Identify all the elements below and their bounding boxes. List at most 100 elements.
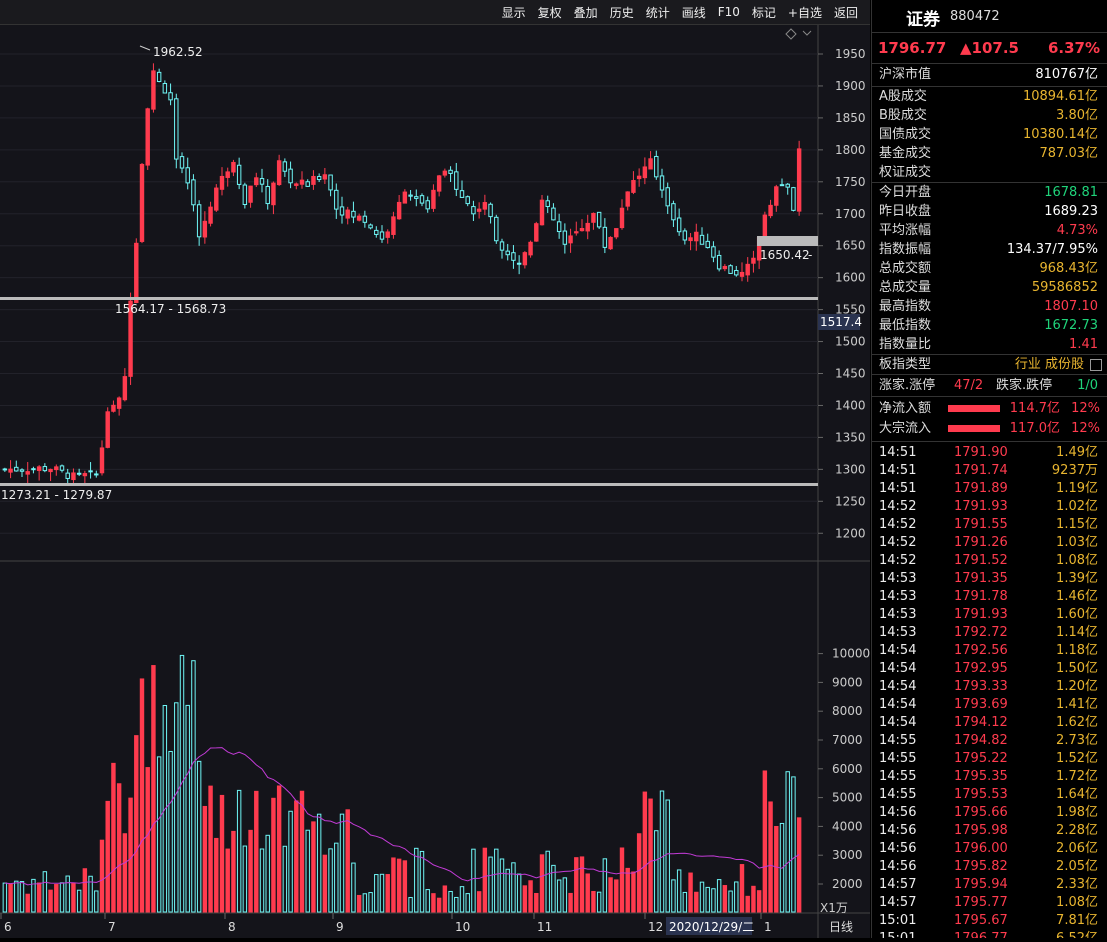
toolbar-button-6[interactable]: F10	[717, 5, 740, 19]
volume-bar	[436, 897, 442, 913]
volume-bar	[745, 895, 750, 913]
tick-time: 14:57	[879, 895, 917, 910]
volume-ma-line	[4, 747, 800, 886]
volume-bar	[339, 813, 345, 913]
volume-bar	[614, 879, 619, 913]
tick-time: 14:52	[879, 535, 917, 550]
toolbar-button-9[interactable]: 返回	[833, 5, 858, 20]
candle-body	[562, 230, 568, 245]
toolbar-button-7[interactable]: 标记	[751, 5, 776, 20]
volume-bar	[596, 891, 602, 913]
volume-bar	[122, 833, 128, 913]
tick-price: 1795.82	[954, 859, 1008, 874]
tick-price: 1794.82	[954, 733, 1008, 748]
toolbar-button-3[interactable]: 历史	[609, 5, 634, 20]
toolbar-button-0[interactable]: 显示	[501, 5, 526, 20]
volume-bar	[179, 654, 185, 913]
tick-amount: 1.49亿	[1056, 445, 1098, 460]
tick-amount: 1.64亿	[1056, 787, 1098, 802]
index-stat-row: 最低指数 1672.73	[872, 316, 1107, 335]
tick-price: 1791.35	[954, 571, 1008, 586]
toolbar-button-1[interactable]: 复权	[537, 5, 562, 20]
volume-tick-label: 4000	[832, 819, 863, 833]
candle-body	[362, 215, 368, 223]
tick-price: 1793.33	[954, 679, 1008, 694]
candle-body	[311, 175, 316, 185]
chart-bg	[0, 25, 870, 938]
index-stat-row-label: 指数量比	[879, 337, 932, 352]
tick-time: 14:51	[879, 445, 917, 460]
volume-bar	[539, 854, 545, 913]
tick-amount: 1.52亿	[1056, 751, 1098, 766]
candle-body	[745, 263, 750, 276]
cursor-date-label: 2020/12/29/二	[669, 920, 754, 934]
candle-body	[734, 269, 739, 276]
volume-bar	[168, 750, 173, 913]
cursor-price-label: 1517.4	[820, 315, 862, 329]
volume-bar	[174, 702, 179, 913]
market-cap-row: 沪深市值 810767亿	[872, 64, 1107, 87]
candle-body	[482, 202, 488, 210]
market-cap-value: 810767亿	[1035, 67, 1098, 82]
volume-bar	[219, 794, 225, 913]
tick-row: 14:56 1795.66 1.98亿	[872, 804, 1107, 822]
index-stats: 今日开盘 1678.81 昨日收盘 1689.23 平均涨幅 4.73% 指数振幅 134.3…	[872, 183, 1107, 355]
candle-body	[528, 241, 533, 256]
capital-flows: 净流入额 114.7亿 12% 大宗流入 117.0亿 12%	[872, 397, 1107, 442]
volume-bar	[311, 821, 316, 913]
index-stat-row-label: 今日开盘	[879, 185, 932, 200]
list-icon[interactable]	[1090, 359, 1102, 371]
candle-body	[585, 222, 590, 232]
volume-bar	[276, 785, 282, 913]
turnover-row: 基金成交 787.03亿	[872, 144, 1107, 163]
tick-price: 1792.56	[954, 643, 1008, 658]
candle-body	[419, 195, 425, 204]
tick-row: 14:51 1791.89 1.19亿	[872, 480, 1107, 498]
candle-body	[14, 466, 19, 472]
tick-list[interactable]: 14:51 1791.90 1.49亿 14:51 1791.74 9237万 14:51 1…	[872, 442, 1107, 938]
candle-body	[225, 171, 230, 178]
candle-body	[351, 210, 356, 218]
index-stat-row-label: 最高指数	[879, 299, 932, 314]
index-stat-row-label: 昨日收盘	[879, 204, 932, 219]
down-count-label: 跌家.跌停	[996, 378, 1053, 393]
index-code: 880472	[950, 9, 1000, 24]
tick-time: 14:56	[879, 805, 917, 820]
tick-amount: 2.05亿	[1056, 859, 1098, 874]
volume-bar	[442, 885, 448, 913]
tick-row: 14:51 1791.74 9237万	[872, 462, 1107, 480]
candle-body	[676, 217, 682, 233]
tick-price: 1792.72	[954, 625, 1008, 640]
toolbar-button-2[interactable]: 叠加	[573, 5, 598, 20]
volume-bar	[734, 881, 739, 913]
date-tick-label: 8	[228, 920, 236, 934]
volume-bar	[534, 892, 539, 913]
volume-bar	[379, 873, 385, 913]
volume-bar	[88, 875, 93, 913]
candle-body	[36, 466, 42, 471]
toolbar-button-8[interactable]: +自选	[787, 5, 822, 20]
volume-bar	[648, 798, 653, 913]
volume-bar	[248, 829, 253, 913]
tick-amount: 1.62亿	[1056, 715, 1098, 730]
index-stat-row-value: 1678.81	[1044, 185, 1098, 200]
toolbar-button-4[interactable]: 统计	[645, 5, 670, 20]
index-type-row: 板指类型 行业 成份股	[872, 355, 1107, 375]
index-stat-row-value: 59586852	[1031, 280, 1098, 295]
index-stat-row-label: 总成交量	[879, 280, 932, 295]
candle-body	[242, 184, 248, 206]
index-stat-row-value: 134.37/7.95%	[1006, 242, 1098, 257]
tick-row: 14:53 1792.72 1.14亿	[872, 624, 1107, 642]
tick-time: 15:01	[879, 930, 916, 938]
volume-bar	[682, 891, 688, 913]
candle-body	[614, 228, 619, 238]
tick-amount: 1.03亿	[1056, 535, 1098, 550]
candle-body	[545, 200, 550, 207]
index-stat-row-value: 1.41	[1069, 337, 1098, 352]
tick-row: 15:01 1795.67 7.81亿	[872, 912, 1107, 930]
index-name: 证券	[906, 10, 940, 30]
volume-bar	[791, 776, 796, 913]
kline-chart-area[interactable]: 1950 1900 1850 1800 1750 1700 1650 1600 1550 1500…	[0, 25, 870, 938]
toolbar-button-5[interactable]: 画线	[681, 5, 706, 20]
kline-chart[interactable]: 1950190018501800175017001650160015501500…	[0, 25, 870, 938]
